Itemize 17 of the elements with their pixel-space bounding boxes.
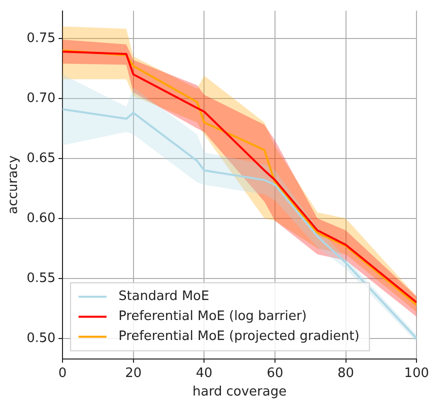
x-axis-title: hard coverage: [192, 384, 287, 400]
y-tick-label: 0.70: [26, 90, 56, 106]
y-tick-label: 0.50: [26, 330, 56, 346]
x-tick-label: 60: [266, 366, 284, 381]
legend-label: Standard MoE: [118, 289, 210, 304]
y-tick-label: 0.65: [26, 150, 56, 166]
y-tick-label: 0.75: [26, 30, 56, 46]
legend-label: Preferential MoE (log barrier): [118, 309, 307, 324]
x-tick-label: 100: [404, 366, 430, 381]
y-tick-label: 0.60: [26, 210, 56, 226]
legend-label: Preferential MoE (projected gradient): [118, 329, 360, 344]
x-tick-label: 20: [125, 366, 142, 381]
x-tick-label: 40: [196, 366, 212, 381]
x-tick-label: 0: [58, 366, 67, 381]
y-axis-title: accuracy: [6, 155, 22, 214]
x-tick-label: 80: [338, 366, 354, 381]
y-tick-label: 0.55: [26, 270, 56, 286]
